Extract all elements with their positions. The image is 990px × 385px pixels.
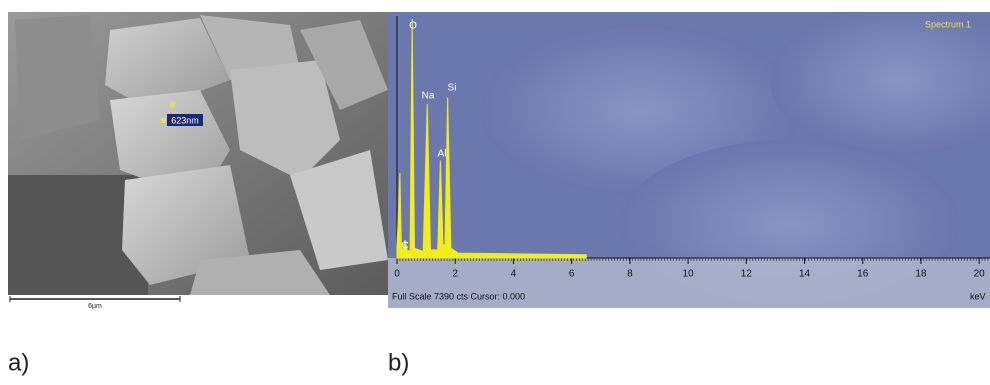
x-tick-label: 12 [741,269,753,280]
x-tick-label: 4 [511,269,517,280]
footer: Full Scale 7390 cts Cursor: 0.000 [392,291,525,301]
scale-bar-label: 6µm [88,303,102,310]
peak-label: C [401,241,408,252]
chart-title: Spectrum 1 [925,19,971,29]
x-tick-label: 10 [683,269,695,280]
x-tick-label: 8 [627,269,633,280]
peak-label: Si [448,83,457,94]
x-tick-label: 2 [452,269,458,280]
measurement-label: 623nm [171,115,199,125]
panel-label: a) [8,349,29,376]
spectrum-background [388,12,990,308]
panel-label: b) [388,349,409,376]
x-tick-label: 18 [915,269,927,280]
x-tick-label: 6 [569,269,575,280]
x-axis-label: keV [970,291,986,301]
spectrum-chart: 0 2 4 6 8 10 12 14 16 18 20 O Na Al Si C Spectrum 1 Full … [392,16,990,301]
x-tick-label: 0 [394,269,400,280]
x-tick-label: 20 [974,269,986,280]
spectrum-area [396,18,587,259]
x-tick-label: 14 [799,269,811,280]
peak-label: O [409,21,417,32]
peak-label: Na [422,91,435,102]
sem-image: 623nm [8,12,388,295]
x-tick-label: 16 [857,269,869,280]
peak-label: Al [438,149,447,160]
